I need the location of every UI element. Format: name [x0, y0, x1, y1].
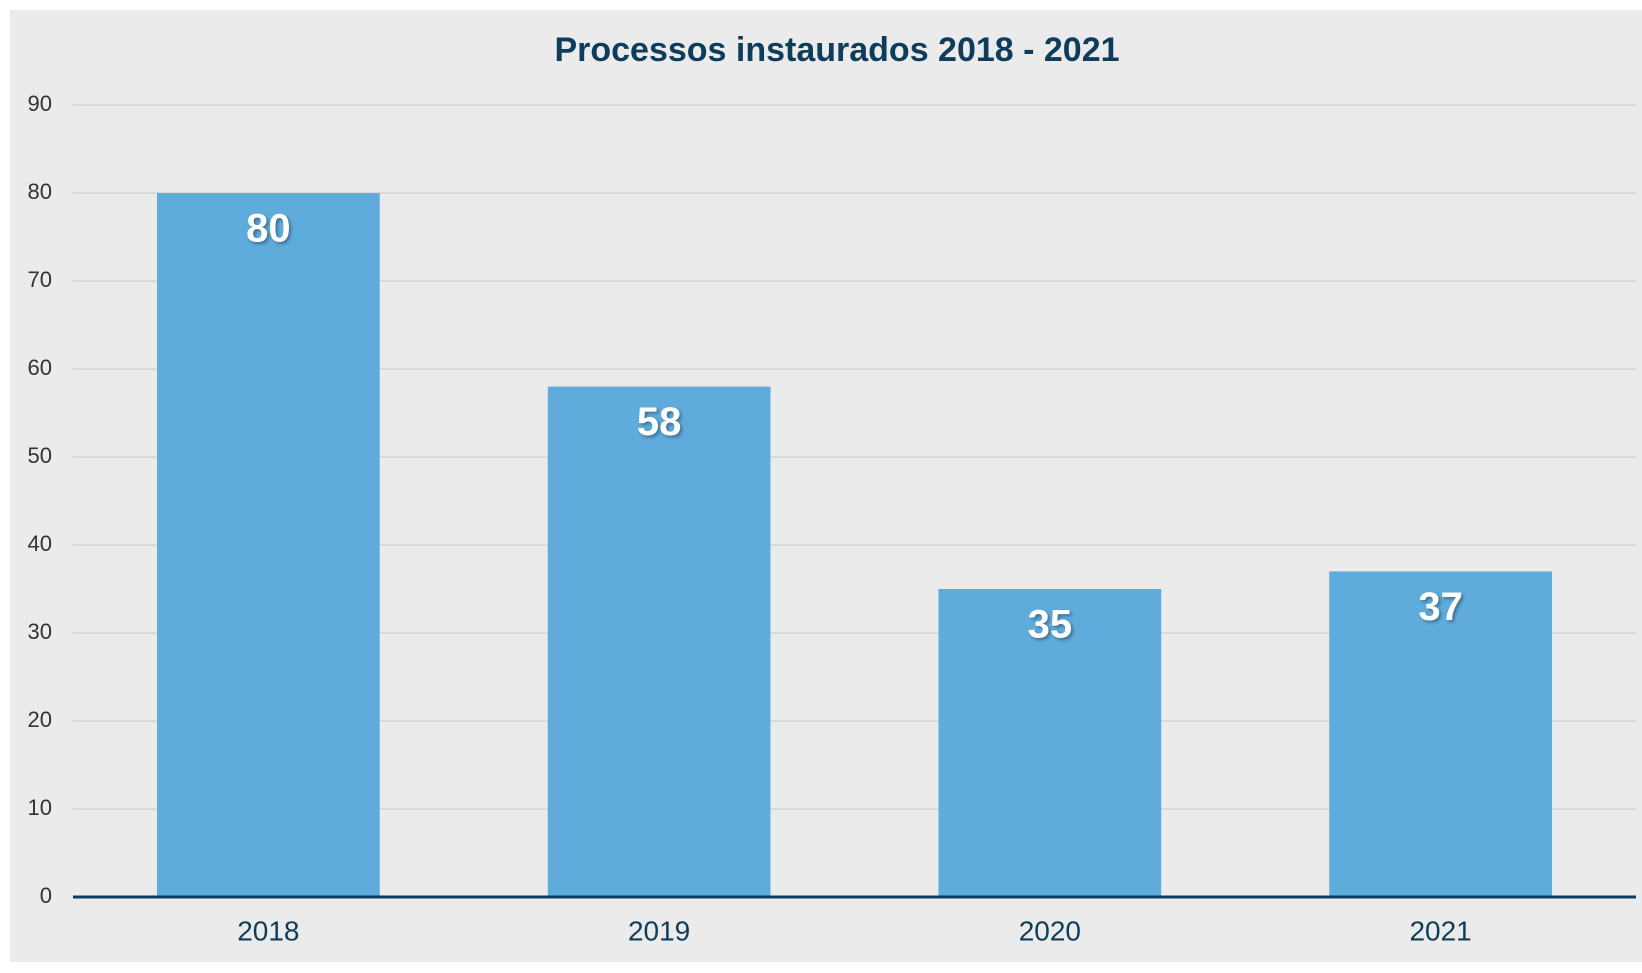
- y-tick-label: 20: [28, 707, 52, 732]
- bar: [1329, 571, 1552, 897]
- bar: [938, 589, 1162, 897]
- x-tick-label: 2021: [1409, 915, 1471, 946]
- y-tick-label: 60: [28, 355, 52, 380]
- y-tick-label: 40: [28, 531, 52, 556]
- data-label: 58: [637, 400, 682, 444]
- bar: [547, 386, 771, 897]
- data-label: 37: [1418, 585, 1463, 629]
- chart-title: Processos instaurados 2018 - 2021: [554, 31, 1119, 69]
- y-tick-label: 80: [28, 179, 52, 204]
- y-tick-label: 30: [28, 619, 52, 644]
- x-tick-label: 2018: [237, 915, 299, 946]
- y-tick-label: 70: [28, 267, 52, 292]
- x-tick-label: 2020: [1019, 915, 1081, 946]
- data-label: 35: [1028, 603, 1073, 647]
- y-tick-label: 90: [28, 91, 52, 116]
- y-tick-label: 0: [40, 883, 52, 908]
- y-tick-label: 10: [28, 795, 52, 820]
- x-tick-label: 2019: [628, 915, 690, 946]
- data-label: 80: [246, 207, 291, 251]
- y-tick-label: 50: [28, 443, 52, 468]
- bar: [157, 193, 380, 897]
